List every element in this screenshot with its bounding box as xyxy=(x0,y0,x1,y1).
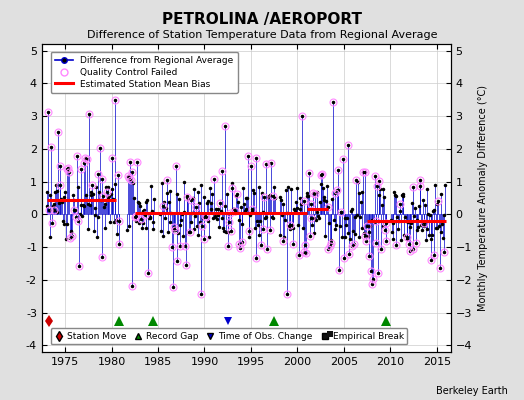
Legend: Station Move, Record Gap, Time of Obs. Change, Empirical Break: Station Move, Record Gap, Time of Obs. C… xyxy=(50,328,408,344)
Text: Difference of Station Temperature Data from Regional Average: Difference of Station Temperature Data f… xyxy=(87,30,437,40)
Y-axis label: Monthly Temperature Anomaly Difference (°C): Monthly Temperature Anomaly Difference (… xyxy=(477,85,487,311)
Text: PETROLINA /AEROPORT: PETROLINA /AEROPORT xyxy=(162,12,362,27)
Text: Berkeley Earth: Berkeley Earth xyxy=(436,386,508,396)
